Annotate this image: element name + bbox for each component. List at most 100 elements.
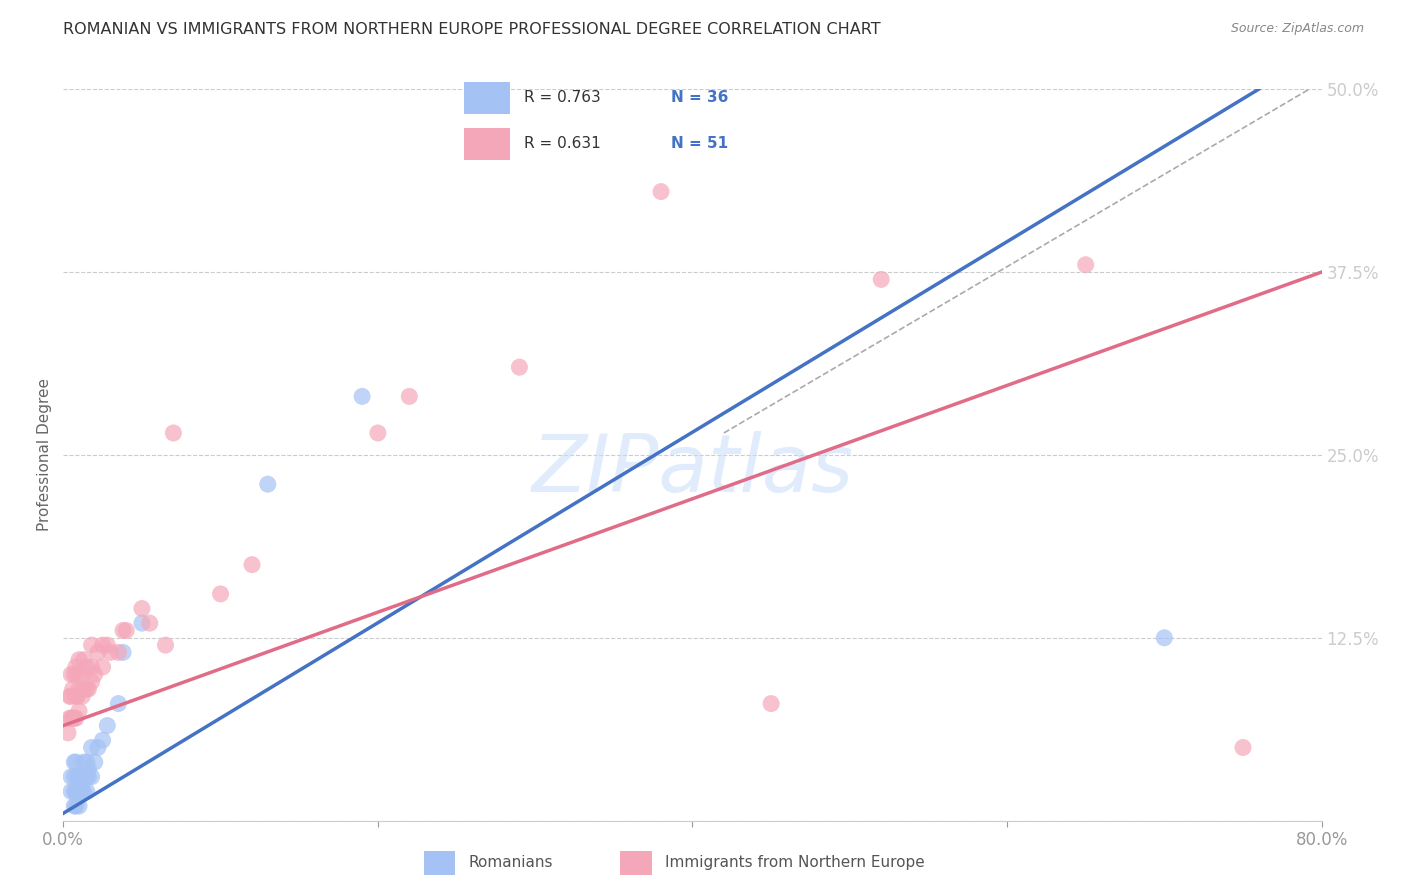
Point — [91, 638, 114, 652]
Text: ZIPatlas: ZIPatlas — [531, 431, 853, 508]
Point — [87, 645, 110, 659]
Point — [115, 624, 138, 638]
Point — [63, 667, 86, 681]
Point — [87, 740, 110, 755]
Point — [63, 711, 86, 725]
Text: N = 51: N = 51 — [672, 136, 728, 152]
Text: Romanians: Romanians — [468, 855, 553, 870]
Point — [1232, 740, 1254, 755]
Point — [759, 697, 782, 711]
Point — [100, 645, 122, 659]
Point — [508, 360, 530, 375]
Point — [62, 711, 84, 725]
Point — [67, 653, 90, 667]
Point — [91, 733, 114, 747]
Point — [131, 601, 153, 615]
Point — [80, 740, 103, 755]
Text: N = 36: N = 36 — [672, 90, 728, 105]
Text: R = 0.631: R = 0.631 — [524, 136, 600, 152]
Point — [80, 660, 103, 674]
Point — [76, 755, 98, 769]
FancyBboxPatch shape — [464, 128, 510, 160]
Point — [83, 667, 105, 681]
Point — [67, 770, 90, 784]
Point — [60, 784, 83, 798]
Point — [1074, 258, 1097, 272]
Point — [139, 616, 162, 631]
Point — [60, 711, 83, 725]
Point — [650, 185, 672, 199]
Point — [60, 667, 83, 681]
Point — [76, 681, 98, 696]
Point — [209, 587, 232, 601]
Point — [256, 477, 278, 491]
Point — [60, 770, 83, 784]
Point — [96, 718, 118, 732]
Point — [67, 681, 90, 696]
Point — [76, 770, 98, 784]
Point — [65, 799, 87, 814]
Text: R = 0.763: R = 0.763 — [524, 90, 600, 105]
Point — [155, 638, 177, 652]
Text: Immigrants from Northern Europe: Immigrants from Northern Europe — [665, 855, 925, 870]
Point — [58, 690, 80, 704]
Point — [67, 799, 90, 814]
Point — [80, 674, 103, 689]
Point — [96, 638, 118, 652]
Point — [70, 690, 93, 704]
Point — [76, 660, 98, 674]
Point — [66, 784, 89, 798]
Point — [73, 770, 96, 784]
Point — [63, 755, 86, 769]
Point — [60, 690, 83, 704]
Point — [67, 784, 90, 798]
Point — [73, 755, 96, 769]
Point — [870, 272, 893, 286]
Point — [131, 616, 153, 631]
Point — [73, 681, 96, 696]
Point — [66, 690, 89, 704]
Point — [65, 784, 87, 798]
Point — [63, 784, 86, 798]
Point — [107, 645, 129, 659]
Point — [112, 645, 135, 659]
Point — [91, 660, 114, 674]
Point — [65, 711, 87, 725]
Point — [77, 681, 100, 696]
Point — [76, 784, 98, 798]
Point — [70, 784, 93, 798]
Text: Source: ZipAtlas.com: Source: ZipAtlas.com — [1230, 22, 1364, 36]
Point — [62, 681, 84, 696]
FancyBboxPatch shape — [464, 82, 510, 113]
Point — [162, 425, 184, 440]
Point — [83, 755, 105, 769]
Point — [77, 763, 100, 777]
Point — [352, 389, 374, 403]
FancyBboxPatch shape — [620, 851, 652, 876]
Point — [56, 726, 79, 740]
Point — [65, 690, 87, 704]
Point — [63, 770, 86, 784]
Point — [112, 624, 135, 638]
Point — [58, 711, 80, 725]
Point — [70, 667, 93, 681]
Point — [80, 638, 103, 652]
Point — [77, 770, 100, 784]
Point — [63, 799, 86, 814]
Point — [107, 697, 129, 711]
Point — [80, 770, 103, 784]
FancyBboxPatch shape — [423, 851, 456, 876]
Point — [1153, 631, 1175, 645]
Point — [240, 558, 263, 572]
Point — [73, 653, 96, 667]
Point — [65, 660, 87, 674]
Point — [367, 425, 389, 440]
Text: ROMANIAN VS IMMIGRANTS FROM NORTHERN EUROPE PROFESSIONAL DEGREE CORRELATION CHAR: ROMANIAN VS IMMIGRANTS FROM NORTHERN EUR… — [63, 22, 882, 37]
Point — [398, 389, 420, 403]
Point — [66, 667, 89, 681]
Point — [66, 770, 89, 784]
Point — [73, 784, 96, 798]
Point — [67, 704, 90, 718]
Point — [70, 770, 93, 784]
Point — [65, 755, 87, 769]
